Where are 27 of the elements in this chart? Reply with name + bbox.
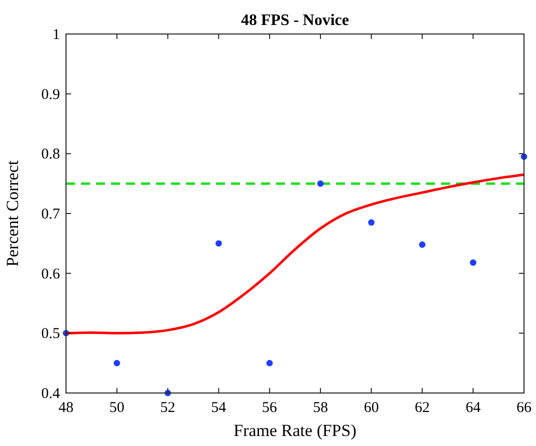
y-axis-title: Percent Correct (3, 160, 22, 267)
y-tick-label: 1 (52, 27, 60, 43)
y-tick-label: 0.6 (41, 266, 60, 282)
x-tick-label: 62 (414, 400, 430, 416)
x-tick-label: 54 (211, 400, 227, 416)
point (114, 360, 120, 366)
y-tick-label: 0.7 (41, 206, 60, 222)
x-tick-label: 50 (109, 400, 124, 416)
point (266, 360, 273, 366)
point (419, 241, 426, 248)
x-tick-label: 66 (516, 400, 532, 416)
point (368, 219, 375, 226)
x-tick-label: 58 (312, 400, 328, 416)
y-tick-label: 0.9 (41, 86, 60, 103)
x-axis-title: Frame Rate (FPS) (234, 421, 356, 440)
point (317, 180, 324, 187)
y-tick-label: 0.8 (41, 146, 60, 163)
x-tick-label: 64 (466, 400, 482, 416)
y-tick-label: 0.5 (41, 326, 60, 342)
point (470, 259, 476, 266)
x-tick-label: 52 (160, 400, 176, 416)
x-tick-label: 48 (58, 400, 74, 416)
x-tick-label: 56 (262, 400, 278, 416)
point (215, 240, 222, 247)
chart-title: 48 FPS - Novice (241, 12, 349, 29)
x-tick-label: 60 (364, 400, 379, 416)
y-tick-label: 0.4 (41, 386, 60, 402)
